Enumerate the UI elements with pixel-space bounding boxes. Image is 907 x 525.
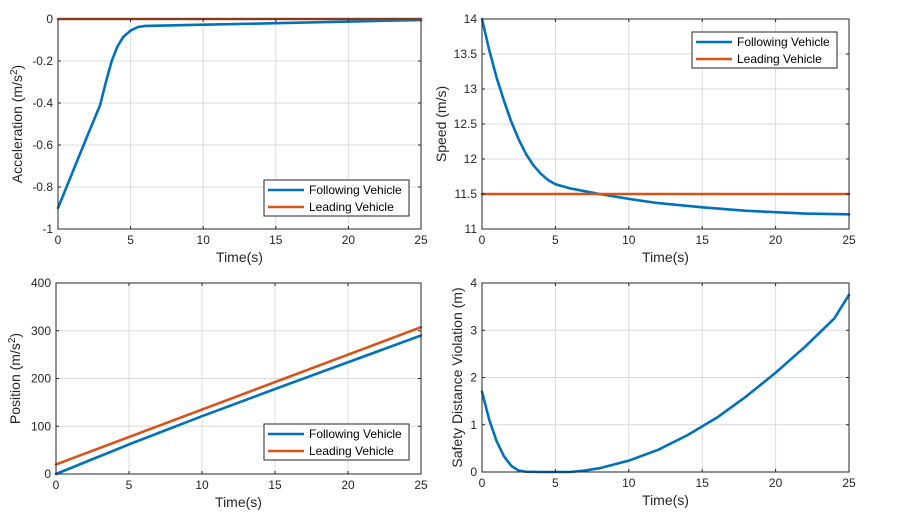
series-line-leading-vehicle <box>54 325 423 466</box>
x-tick-label: 20 <box>342 233 356 247</box>
x-tick-label: 0 <box>53 478 60 492</box>
y-tick-label: 12.5 <box>454 117 478 131</box>
y-axis-label: Position (m/s2) <box>7 333 23 424</box>
y-tick-label: 0 <box>46 12 53 26</box>
y-tick-label: 13.5 <box>454 47 478 61</box>
x-tick-label: 25 <box>842 476 856 490</box>
y-tick-label: 11.5 <box>455 187 478 201</box>
axes-box <box>57 18 422 230</box>
x-tick-label: 10 <box>197 233 211 247</box>
y-axis-label: Safety Distance Violation (m) <box>449 287 465 467</box>
legend: Following Vehicle Leading Vehicle <box>691 31 838 69</box>
y-tick-label: -0.6 <box>32 138 53 152</box>
x-axis-label: Time(s) <box>215 494 262 510</box>
x-tick-label: 0 <box>55 233 62 247</box>
legend-entry-label: Following Vehicle <box>309 183 402 197</box>
legend-entry-label: Following Vehicle <box>309 427 402 441</box>
y-tick-label: 300 <box>31 324 51 338</box>
x-tick-label: 5 <box>552 233 559 247</box>
x-tick-label: 20 <box>769 233 783 247</box>
y-tick-label: -0.8 <box>32 180 53 194</box>
y-tick-label: 0 <box>44 467 51 481</box>
legend-box <box>691 31 838 69</box>
y-tick-label: 1 <box>470 418 477 432</box>
y-tick-label: 11 <box>465 222 478 236</box>
y-tick-label: 400 <box>31 276 51 290</box>
x-tick-label: 25 <box>842 233 856 247</box>
x-tick-label: 15 <box>696 233 710 247</box>
x-tick-label: 20 <box>341 478 355 492</box>
y-tick-label: 4 <box>470 276 477 290</box>
legend-entry-label: Leading Vehicle <box>737 52 822 66</box>
x-tick-label: 15 <box>269 233 283 247</box>
x-tick-label: 25 <box>414 478 428 492</box>
y-tick-label: 2 <box>470 371 477 385</box>
x-tick-label: 25 <box>414 233 428 247</box>
x-tick-label: 10 <box>622 233 636 247</box>
series-line-safety-distance-violation <box>480 293 851 474</box>
legend-entry-label: Following Vehicle <box>737 35 830 49</box>
y-tick-label: 0 <box>470 465 477 479</box>
x-axis-label: Time(s) <box>216 249 263 265</box>
legend-box <box>263 423 410 461</box>
x-tick-label: 15 <box>696 476 710 490</box>
legend-entry-label: Leading Vehicle <box>309 200 394 214</box>
x-tick-label: 15 <box>268 478 282 492</box>
x-tick-label: 20 <box>769 476 783 490</box>
y-tick-label: -0.4 <box>32 96 53 110</box>
x-tick-label: 0 <box>479 233 486 247</box>
y-tick-label: -0.2 <box>32 54 53 68</box>
x-axis-label: Time(s) <box>642 249 689 265</box>
y-axis-label: Acceleration (m/s2) <box>9 65 25 183</box>
x-tick-label: 5 <box>127 233 134 247</box>
series-line-following-vehicle <box>56 18 423 210</box>
legend-box <box>263 179 410 217</box>
x-tick-label: 10 <box>622 476 636 490</box>
x-tick-label: 5 <box>552 476 559 490</box>
x-tick-label: 0 <box>479 476 486 490</box>
y-tick-label: 200 <box>31 372 51 386</box>
y-axis-label: Speed (m/s) <box>433 86 449 162</box>
chart-safety: 0 5 10 15 20 25 0 1 2 3 4 Time(s) Safety Distance Vi… <box>449 276 856 508</box>
legend-entry-label: Leading Vehicle <box>309 444 394 458</box>
series-line-following-vehicle <box>54 334 423 476</box>
y-tick-label: 100 <box>31 419 51 433</box>
y-tick-label: 12 <box>464 152 478 166</box>
x-tick-label: 10 <box>195 478 209 492</box>
chart-acceleration: 0 5 10 15 20 25 -1 -0.8 -0.6 -0.4 -0.2 0 Time(s) Acce… <box>9 12 428 265</box>
x-tick-label: 5 <box>126 478 133 492</box>
y-tick-label: 3 <box>470 323 477 337</box>
chart-position: 0 5 10 15 20 25 0 100 200 300 400 Time(s) Position (… <box>7 276 428 510</box>
y-tick-label: -1 <box>42 222 53 236</box>
chart-speed: 0 5 10 15 20 25 11 11.5 12 12.5 13 13.5 14 Time(s) Spe… <box>433 12 856 265</box>
legend: Following Vehicle Leading Vehicle <box>263 423 410 461</box>
y-tick-label: 14 <box>464 12 478 26</box>
x-axis-label: Time(s) <box>642 492 689 508</box>
y-tick-label: 13 <box>464 82 478 96</box>
legend: Following Vehicle Leading Vehicle <box>263 179 410 217</box>
series-line-following-vehicle <box>480 17 851 216</box>
